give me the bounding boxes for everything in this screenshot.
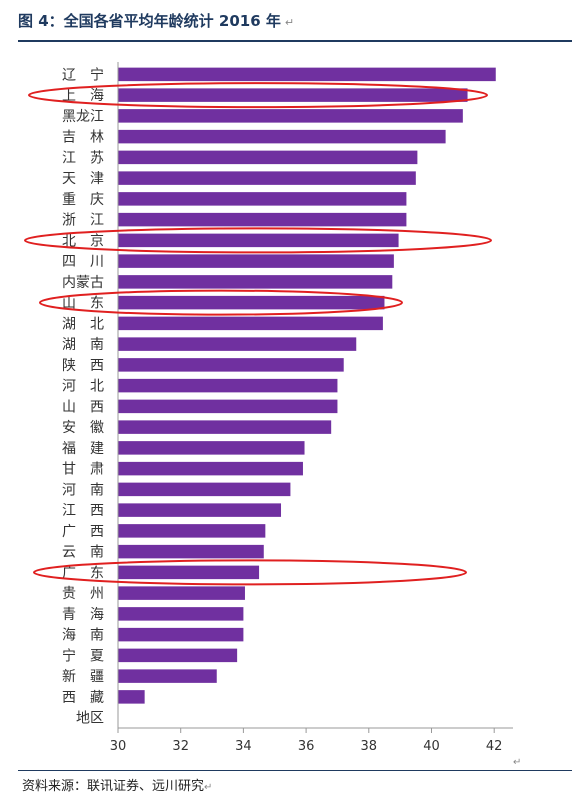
category-label: 辽 宁 — [62, 66, 104, 83]
x-tick-label: 40 — [423, 739, 440, 754]
category-label: 地区 — [76, 711, 104, 727]
category-label: 河 南 — [62, 482, 104, 498]
bar — [118, 627, 244, 642]
bar — [118, 607, 244, 621]
x-tick-label: 42 — [486, 739, 503, 754]
x-tick-label: 36 — [298, 739, 315, 754]
bar — [118, 109, 463, 123]
category-label: 广 西 — [62, 524, 104, 540]
highlight-ellipse — [28, 82, 488, 109]
chart-title-text: 图 4：全国各省平均年龄统计 2016 年 — [18, 12, 281, 30]
category-label: 湖 南 — [62, 337, 104, 353]
bar — [118, 586, 245, 600]
bar — [118, 690, 145, 704]
category-label: 北 京 — [62, 233, 104, 249]
bar — [118, 254, 394, 268]
x-tick-label: 32 — [172, 739, 189, 754]
highlight-ellipse — [39, 289, 403, 316]
category-label: 安 徽 — [62, 420, 104, 436]
bar — [118, 669, 217, 683]
bar — [118, 441, 305, 455]
category-label: 江 西 — [62, 503, 104, 519]
bar — [118, 358, 344, 372]
category-label: 山 西 — [62, 399, 104, 415]
category-label: 宁 夏 — [62, 647, 104, 664]
bar — [118, 420, 332, 434]
bar — [118, 503, 282, 517]
category-label: 陕 西 — [62, 358, 104, 374]
category-label: 天 津 — [62, 171, 104, 187]
category-label: 河 北 — [62, 379, 104, 395]
category-label: 贵 州 — [62, 586, 104, 602]
bar — [118, 129, 446, 144]
source-text: 资料来源：联讯证券、远川研究 — [22, 779, 205, 794]
chart-title: 图 4：全国各省平均年龄统计 2016 年 ↵ — [18, 10, 294, 31]
x-tick-label: 34 — [235, 739, 252, 754]
category-label: 内蒙古 — [62, 275, 104, 291]
bar — [118, 295, 385, 310]
bar — [118, 233, 399, 248]
category-label: 福 建 — [62, 441, 104, 457]
category-label: 新 疆 — [62, 669, 104, 685]
category-label: 四 川 — [62, 254, 104, 270]
source-divider — [18, 770, 572, 771]
bar — [118, 88, 468, 102]
bar — [118, 461, 303, 476]
category-label: 黑龙江 — [62, 109, 104, 125]
paragraph-mark-icon: ↵ — [284, 16, 295, 29]
category-label: 云 南 — [62, 545, 104, 561]
bar — [118, 275, 393, 289]
bar — [118, 648, 238, 663]
category-label: 湖 北 — [62, 316, 104, 332]
bar — [118, 544, 264, 559]
category-label: 西 藏 — [62, 690, 104, 706]
category-label: 海 南 — [62, 628, 104, 644]
category-label: 广 东 — [62, 565, 104, 581]
source-note: 资料来源：联讯证券、远川研究↵ — [22, 775, 212, 794]
bar — [118, 399, 338, 414]
category-label: 山 东 — [62, 296, 104, 312]
x-tick-label: 38 — [361, 739, 378, 754]
bar — [118, 378, 338, 393]
category-label: 浙 江 — [62, 213, 104, 229]
bar — [118, 316, 383, 331]
bar — [118, 565, 260, 580]
title-divider — [18, 40, 572, 42]
bar — [118, 482, 291, 497]
category-label: 吉 林 — [62, 130, 104, 146]
bar — [118, 192, 407, 206]
x-tick-label: 30 — [110, 739, 127, 754]
category-label: 青 海 — [62, 607, 104, 623]
bar — [118, 67, 496, 82]
bar — [118, 212, 407, 227]
bar — [118, 150, 418, 165]
category-label: 甘 肃 — [62, 462, 104, 478]
highlight-ellipse — [33, 559, 467, 586]
bar — [118, 337, 357, 351]
highlight-ellipse — [24, 227, 492, 254]
category-label: 重 庆 — [62, 192, 104, 208]
bar — [118, 524, 266, 538]
category-label: 上 海 — [62, 88, 104, 104]
category-label: 江 苏 — [62, 150, 104, 166]
paragraph-mark-icon: ↵ — [513, 757, 522, 768]
paragraph-mark-icon: ↵ — [204, 782, 213, 793]
bar — [118, 171, 416, 185]
